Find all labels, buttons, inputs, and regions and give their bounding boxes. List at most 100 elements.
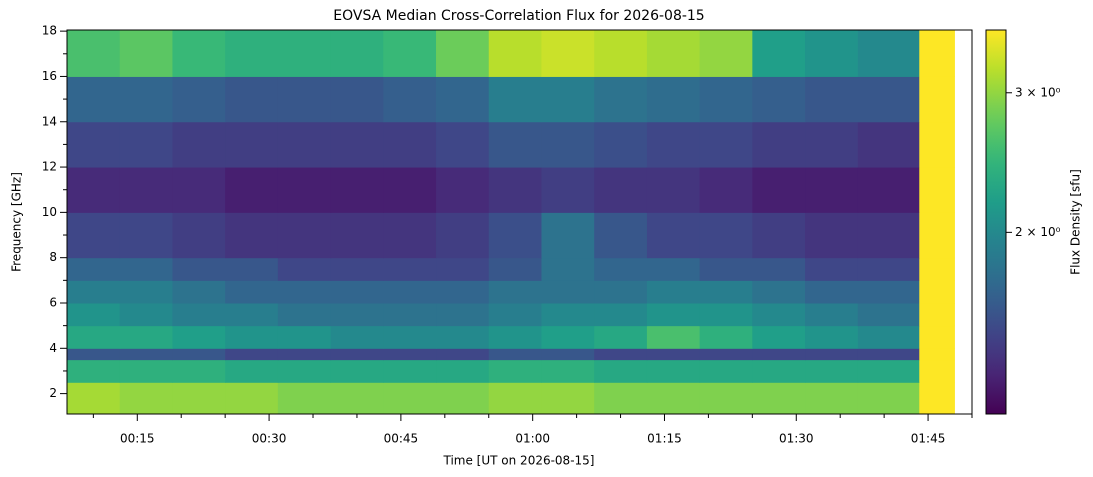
heatmap-cell (646, 359, 701, 383)
colorbar (985, 29, 1007, 415)
heatmap-cell (541, 212, 595, 259)
heatmap-cell (752, 257, 806, 281)
heatmap-cell (277, 325, 332, 349)
y-tick-label: 6 (49, 295, 57, 309)
x-tick-label: 00:30 (252, 432, 287, 446)
heatmap-cell (857, 302, 920, 327)
heatmap-cell (541, 382, 595, 415)
heatmap-cell (594, 280, 648, 304)
heatmap-cell (436, 325, 490, 349)
heatmap-cell (805, 359, 859, 383)
heatmap-cell (436, 280, 490, 304)
heatmap-cell (805, 30, 859, 77)
y-tick-label: 4 (49, 341, 57, 355)
heatmap-cell (119, 359, 173, 383)
heatmap-cell (919, 382, 955, 415)
x-tick-label: 01:30 (779, 432, 814, 446)
heatmap-cell (330, 257, 384, 281)
heatmap-cell (752, 359, 806, 383)
heatmap-cell (541, 30, 595, 77)
y-tick-label: 2 (49, 386, 57, 400)
heatmap-cell (383, 382, 437, 415)
heatmap-cell (436, 76, 490, 123)
heatmap-cell (172, 76, 226, 123)
heatmap-cell (172, 257, 226, 281)
heatmap-cell (67, 325, 121, 349)
heatmap (67, 30, 955, 415)
heatmap-cell (488, 30, 542, 77)
heatmap-cell (225, 76, 279, 123)
heatmap-cell (919, 302, 955, 327)
heatmap-cell (857, 382, 920, 415)
heatmap-cell (805, 167, 859, 213)
heatmap-cell (67, 76, 121, 123)
heatmap-cell (277, 121, 332, 168)
heatmap-cell (805, 280, 859, 304)
heatmap-cell (330, 121, 384, 168)
heatmap-cell (752, 302, 806, 327)
heatmap-cell (225, 212, 279, 259)
heatmap-cell (857, 30, 920, 77)
heatmap-cell (857, 167, 920, 213)
heatmap-cell (919, 30, 955, 77)
heatmap-cell (594, 30, 648, 77)
heatmap-cell (436, 30, 490, 77)
heatmap-cell (277, 30, 332, 77)
heatmap-cell (225, 325, 279, 349)
y-tick-label: 18 (42, 24, 57, 38)
heatmap-cell (857, 348, 920, 361)
heatmap-cell (541, 257, 595, 281)
heatmap-cell (805, 257, 859, 281)
heatmap-cell (699, 121, 753, 168)
heatmap-cell (541, 302, 595, 327)
heatmap-cell (919, 121, 955, 168)
heatmap-cell (594, 302, 648, 327)
heatmap-cell (857, 280, 920, 304)
heatmap-cell (541, 325, 595, 349)
heatmap-cell (699, 302, 753, 327)
heatmap-cell (594, 167, 648, 213)
heatmap-cell (172, 280, 226, 304)
heatmap-cell (277, 382, 332, 415)
heatmap-cell (225, 121, 279, 168)
heatmap-cell (699, 348, 753, 361)
heatmap-cell (383, 302, 437, 327)
heatmap-cell (646, 257, 701, 281)
heatmap-cell (119, 382, 173, 415)
heatmap-cell (805, 76, 859, 123)
heatmap-cell (67, 302, 121, 327)
heatmap-cell (488, 382, 542, 415)
heatmap-cell (919, 257, 955, 281)
heatmap-cell (488, 167, 542, 213)
heatmap-cell (594, 348, 648, 361)
heatmap-cell (488, 348, 542, 361)
heatmap-cell (225, 359, 279, 383)
heatmap-cell (488, 257, 542, 281)
chart-title: EOVSA Median Cross-Correlation Flux for … (333, 8, 704, 24)
heatmap-cell (225, 167, 279, 213)
heatmap-cell (752, 325, 806, 349)
heatmap-cell (119, 302, 173, 327)
heatmap-cell (436, 302, 490, 327)
heatmap-cell (541, 121, 595, 168)
heatmap-cell (172, 121, 226, 168)
y-tick-label: 14 (42, 114, 57, 128)
heatmap-cell (383, 30, 437, 77)
heatmap-cell (277, 167, 332, 213)
heatmap-cell (172, 359, 226, 383)
heatmap-cell (383, 76, 437, 123)
heatmap-cell (67, 382, 121, 415)
heatmap-cell (119, 167, 173, 213)
heatmap-cell (752, 76, 806, 123)
heatmap-cell (488, 280, 542, 304)
heatmap-cell (436, 257, 490, 281)
heatmap-cell (805, 302, 859, 327)
heatmap-cell (752, 121, 806, 168)
heatmap-cell (646, 325, 701, 349)
heatmap-cell (330, 30, 384, 77)
heatmap-cell (67, 280, 121, 304)
plot-frame (66, 29, 973, 415)
y-tick-label: 16 (42, 69, 57, 83)
